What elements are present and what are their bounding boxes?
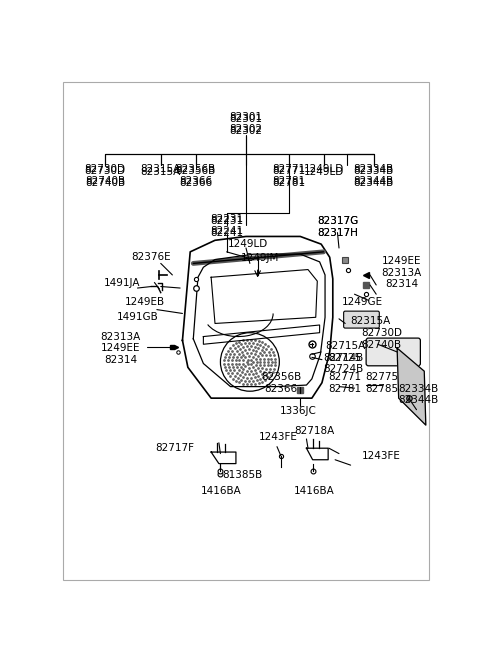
Text: 1243FE: 1243FE — [259, 432, 298, 441]
Text: 82356B
82366: 82356B 82366 — [261, 372, 301, 394]
Text: 1249EB: 1249EB — [125, 297, 165, 307]
Text: 82771
82781: 82771 82781 — [329, 372, 362, 394]
Text: 82715A
82725: 82715A 82725 — [325, 341, 365, 363]
Text: 82730D
82740B: 82730D 82740B — [84, 166, 125, 188]
Text: 1249EE
82313A
82314: 1249EE 82313A 82314 — [382, 256, 422, 290]
Text: 82771
82781: 82771 82781 — [272, 166, 305, 188]
Text: 82771
82781: 82771 82781 — [272, 164, 305, 185]
Text: 1249LD: 1249LD — [303, 167, 344, 177]
Polygon shape — [397, 348, 426, 425]
Text: 1416BA: 1416BA — [294, 485, 335, 496]
Text: 82775
82785: 82775 82785 — [365, 372, 398, 394]
Text: 1249JM: 1249JM — [241, 253, 279, 263]
FancyBboxPatch shape — [366, 338, 420, 365]
Text: 82334B
82344B: 82334B 82344B — [354, 166, 394, 188]
Text: 82315A: 82315A — [141, 164, 181, 174]
Text: 82730D
82740B: 82730D 82740B — [84, 164, 125, 185]
Text: 82356B
82366: 82356B 82366 — [176, 164, 216, 185]
Text: 82356B
82366: 82356B 82366 — [176, 166, 216, 188]
Text: 82376E: 82376E — [132, 252, 171, 262]
Text: 1416BA: 1416BA — [201, 485, 241, 496]
Text: 82315A: 82315A — [141, 167, 181, 177]
Text: 82315A: 82315A — [350, 316, 391, 326]
Text: 1243FE: 1243FE — [362, 451, 401, 461]
Text: 1336JC: 1336JC — [280, 406, 317, 416]
Text: 82717F: 82717F — [155, 443, 194, 453]
Text: 82317G
82317H: 82317G 82317H — [317, 216, 358, 238]
Text: 1249LD: 1249LD — [228, 239, 268, 249]
Text: 82730D
82740B: 82730D 82740B — [361, 328, 402, 350]
Text: 1249GE: 1249GE — [342, 297, 383, 307]
Text: 82301
82302: 82301 82302 — [229, 113, 263, 134]
Text: 82334B
82344B: 82334B 82344B — [354, 164, 394, 185]
Text: 82313A
1249EE
82314: 82313A 1249EE 82314 — [100, 331, 141, 365]
FancyBboxPatch shape — [344, 311, 379, 328]
Text: 82334B
82344B: 82334B 82344B — [398, 383, 438, 405]
Text: 82718A: 82718A — [294, 426, 335, 436]
Text: 82231
82241: 82231 82241 — [210, 216, 243, 238]
Text: 81385B: 81385B — [222, 470, 262, 480]
Text: 1249LD: 1249LD — [303, 164, 344, 174]
Text: 82231
82241: 82231 82241 — [210, 214, 243, 236]
Text: 82714B
82724B: 82714B 82724B — [324, 352, 364, 374]
Text: 82301
82302: 82301 82302 — [229, 114, 263, 136]
Text: 1491GB: 1491GB — [117, 312, 158, 322]
Text: 1491JA: 1491JA — [104, 278, 140, 288]
Text: 82317G
82317H: 82317G 82317H — [317, 216, 358, 238]
